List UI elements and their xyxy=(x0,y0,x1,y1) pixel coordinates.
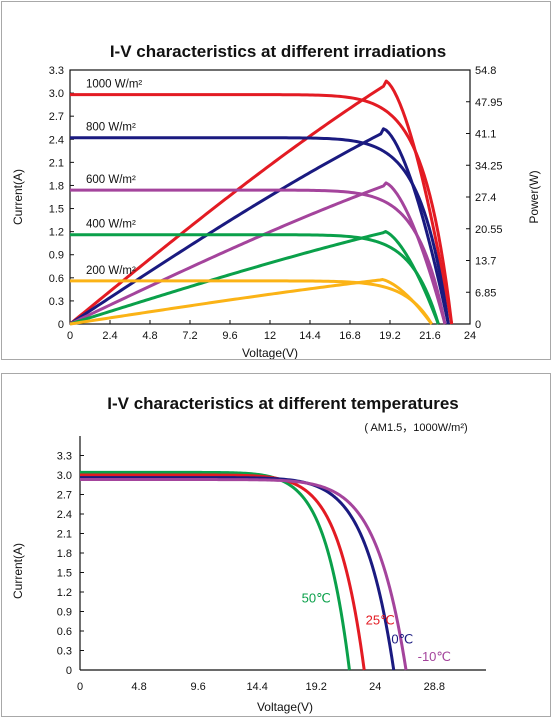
chart2-x-tick-label: 9.6 xyxy=(190,681,205,693)
chart1-x-tick-label: 9.6 xyxy=(222,330,237,342)
chart2-x-tick-label: 14.4 xyxy=(246,681,267,693)
chart2-y-tick-label: 1.8 xyxy=(57,548,72,560)
chart1-x-tick-label: 16.8 xyxy=(339,330,360,342)
chart1-pv-curve xyxy=(69,127,450,326)
chart2-y-tick-label: 3.3 xyxy=(57,451,72,463)
chart1-series-label: 600 W/m² xyxy=(86,174,136,186)
chart1-x-tick-label: 24 xyxy=(464,330,476,342)
chart2-iv-curve xyxy=(80,476,396,671)
chart1-series-label: 400 W/m² xyxy=(86,219,136,231)
chart2-xlabel: Voltage(V) xyxy=(257,700,313,714)
chart1-y-tick-label: 0.3 xyxy=(49,296,64,308)
chart1-iv-curve xyxy=(70,233,440,325)
chart1-series-label: 800 W/m² xyxy=(86,122,136,134)
chart1-ylabel: Current(A) xyxy=(11,169,25,225)
chart1-iv-curve xyxy=(70,136,450,325)
temperature-chart-panel: I-V characteristics at different tempera… xyxy=(1,373,551,717)
chart1-x-tick-label: 4.8 xyxy=(142,330,157,342)
chart2-x-tick-label: 4.8 xyxy=(131,681,146,693)
chart2-y-tick-label: 0.9 xyxy=(57,607,72,619)
chart1-y-tick-label: 2.7 xyxy=(49,111,64,123)
chart1-y-tick-label: 0.9 xyxy=(49,250,64,262)
chart2-y-tick-label: 1.5 xyxy=(57,568,72,580)
chart1-y-tick-label: 2.1 xyxy=(49,157,64,169)
chart2-iv-curve xyxy=(80,478,408,671)
chart1-iv-curve xyxy=(70,188,447,325)
chart1-x-tick-label: 2.4 xyxy=(102,330,117,342)
chart1-y2-tick-label: 27.4 xyxy=(475,192,496,204)
chart1-y2label: Power(W) xyxy=(527,170,541,223)
chart1-iv-curve xyxy=(70,93,454,325)
chart2-subtitle: ( AM1.5，1000W/m²) xyxy=(364,422,467,434)
chart2-y-tick-label: 3.0 xyxy=(57,470,72,482)
chart1-y2-tick-label: 34.25 xyxy=(475,160,503,172)
chart1-y-tick-label: 1.5 xyxy=(49,204,64,216)
chart1-x-tick-label: 12 xyxy=(264,330,276,342)
chart2-x-tick-label: 19.2 xyxy=(306,681,327,693)
chart2-series-label: -10℃ xyxy=(418,649,451,664)
chart1-y-tick-label: 3.0 xyxy=(49,88,64,100)
irradiation-chart-panel: I-V characteristics at different irradia… xyxy=(1,1,551,360)
chart1-x-tick-label: 0 xyxy=(67,330,73,342)
chart2-y-tick-label: 2.1 xyxy=(57,529,72,541)
chart2-series-label: 50℃ xyxy=(302,590,331,605)
temperature-chart: I-V characteristics at different tempera… xyxy=(11,394,486,714)
chart1-x-tick-label: 21.6 xyxy=(419,330,440,342)
chart1-x-tick-label: 19.2 xyxy=(379,330,400,342)
chart2-iv-curve xyxy=(80,470,351,671)
chart1-pv-curve xyxy=(69,79,454,326)
chart1-y-tick-label: 1.2 xyxy=(49,227,64,239)
chart2-y-tick-label: 0.3 xyxy=(57,646,72,658)
chart2-series-label: 0℃ xyxy=(391,631,413,646)
chart2-x-tick-label: 28.8 xyxy=(424,681,445,693)
chart2-y-tick-label: 1.2 xyxy=(57,587,72,599)
chart1-y2-tick-label: 47.95 xyxy=(475,97,503,109)
irradiation-chart: I-V characteristics at different irradia… xyxy=(11,42,541,359)
chart2-y-tick-label: 0.6 xyxy=(57,626,72,638)
chart2-series-label: 25℃ xyxy=(366,613,395,628)
chart2-title: I-V characteristics at different tempera… xyxy=(107,394,458,413)
chart1-y-tick-label: 1.8 xyxy=(49,180,64,192)
chart2-iv-curve xyxy=(80,473,366,671)
chart1-y-tick-label: 2.4 xyxy=(49,134,64,146)
chart1-y-tick-label: 0.6 xyxy=(49,273,64,285)
chart2-ylabel: Current(A) xyxy=(11,543,25,599)
chart1-iv-curve xyxy=(70,279,433,325)
chart1-y2-tick-label: 20.55 xyxy=(475,224,503,236)
chart1-y2-tick-label: 13.7 xyxy=(475,256,496,268)
chart1-pv-curve xyxy=(69,230,440,326)
chart2-x-tick-label: 0 xyxy=(77,681,83,693)
chart1-title: I-V characteristics at different irradia… xyxy=(110,42,446,61)
chart2-y-tick-label: 2.7 xyxy=(57,490,72,502)
chart1-pv-curve xyxy=(69,181,447,326)
chart2-y-tick-label: 0 xyxy=(66,665,72,677)
chart1-y2-tick-label: 6.85 xyxy=(475,287,496,299)
chart1-y-tick-label: 3.3 xyxy=(49,65,64,77)
chart1-series-label: 1000 W/m² xyxy=(86,79,142,91)
chart1-x-tick-label: 7.2 xyxy=(182,330,197,342)
chart1-pv-curve xyxy=(69,278,433,326)
chart1-x-tick-label: 14.4 xyxy=(299,330,320,342)
chart2-y-tick-label: 2.4 xyxy=(57,509,72,521)
chart1-y2-tick-label: 54.8 xyxy=(475,65,496,77)
chart1-series-label: 200 W/m² xyxy=(86,265,136,277)
chart1-y-tick-label: 0 xyxy=(58,319,64,331)
chart2-x-tick-label: 24 xyxy=(369,681,381,693)
chart1-xlabel: Voltage(V) xyxy=(242,346,298,359)
chart1-y2-tick-label: 41.1 xyxy=(475,129,496,141)
chart1-y2-tick-label: 0 xyxy=(475,319,481,331)
